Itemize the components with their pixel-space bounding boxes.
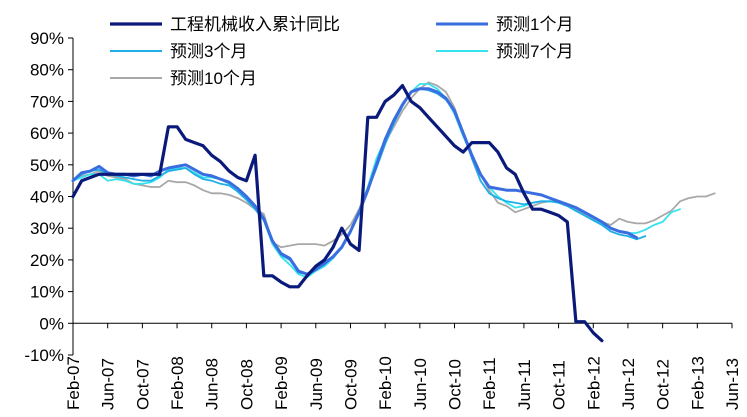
y-axis-ticks: -10% 0% 10% 20% 30% 40% 50% 60% 70% 80% 90% — [24, 29, 73, 365]
x-tick-label: Jun-12 — [619, 358, 638, 410]
y-tick-label: 60% — [30, 124, 64, 143]
x-tick-label: Jun-08 — [203, 358, 222, 410]
x-tick-label: Jun-11 — [515, 359, 534, 410]
legend-label-4: 预测10个月 — [170, 69, 257, 88]
y-tick-label: 90% — [30, 29, 64, 48]
x-tick-label: Oct-08 — [237, 359, 256, 410]
x-tick-label: Jun-13 — [723, 358, 742, 410]
y-tick-label: 70% — [30, 92, 64, 111]
x-tick-label: Oct-09 — [341, 359, 360, 410]
x-tick-label: Feb-11 — [480, 357, 499, 410]
x-tick-label: Feb-12 — [584, 356, 603, 410]
plot-area: -10% 0% 10% 20% 30% 40% 50% 60% 70% 80% 90% Feb-07… — [24, 29, 742, 410]
y-tick-label: 30% — [30, 219, 64, 238]
x-tick-label: Oct-07 — [133, 359, 152, 410]
series-line-0 — [71, 83, 604, 343]
x-tick-label: Feb-10 — [376, 356, 395, 410]
x-tick-label: Oct-10 — [446, 359, 465, 410]
x-tick-label: Feb-09 — [272, 356, 291, 410]
series-line-1 — [71, 87, 639, 276]
x-tick-label: Feb-07 — [64, 356, 83, 410]
legend-label-3: 预测7个月 — [496, 42, 573, 61]
legend-label-1: 预测1个月 — [496, 15, 573, 34]
y-tick-label: 80% — [30, 61, 64, 80]
x-tick-label: Oct-12 — [654, 359, 673, 410]
y-tick-label: 40% — [30, 188, 64, 207]
x-tick-label: Feb-13 — [688, 356, 707, 410]
x-tick-label: Feb-08 — [168, 356, 187, 410]
y-tick-label: 10% — [30, 283, 64, 302]
y-tick-label: -10% — [24, 346, 64, 365]
legend-label-2: 预测3个月 — [170, 42, 247, 61]
series-lines — [71, 81, 716, 343]
series-line-3 — [72, 83, 681, 279]
x-tick-label: Jun-09 — [307, 358, 326, 410]
x-tick-label: Jun-07 — [99, 358, 118, 410]
x-tick-label: Jun-10 — [411, 358, 430, 410]
x-axis-ticks: Feb-07 Jun-07 Oct-07 Feb-08 Jun-08 Oct-08 Feb-… — [64, 323, 742, 410]
y-tick-label: 50% — [30, 156, 64, 175]
y-tick-label: 20% — [30, 251, 64, 270]
legend-label-0: 工程机械收入累计同比 — [170, 15, 340, 34]
series-line-4 — [72, 81, 716, 249]
x-tick-label: Oct-11 — [550, 360, 569, 410]
y-tick-label: 0% — [39, 314, 64, 333]
